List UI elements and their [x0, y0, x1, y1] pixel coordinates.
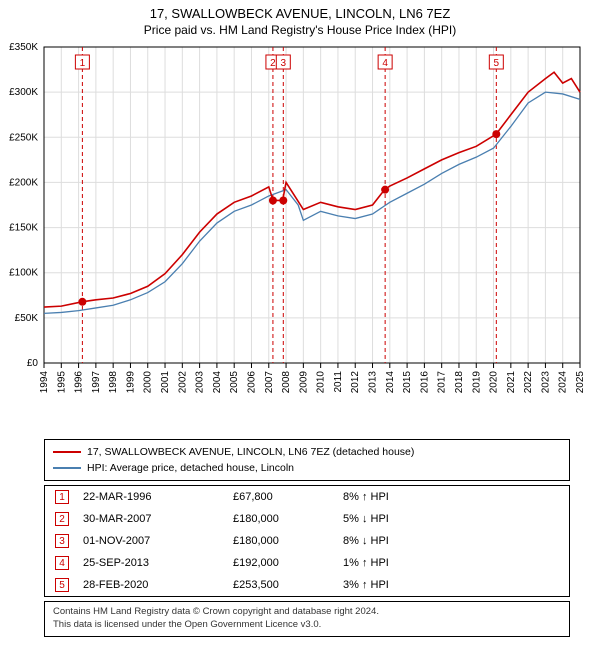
- chart-svg: £0 £50K £100K £150K £200K £250K £300K £350K 1994…: [0, 43, 600, 433]
- svg-text:2009: 2009: [298, 371, 309, 394]
- sale-price: £180,000: [233, 535, 343, 547]
- sale-date: 22-MAR-1996: [83, 491, 233, 503]
- legend-label: HPI: Average price, detached house, Linc…: [87, 462, 294, 474]
- legend-item: 17, SWALLOWBECK AVENUE, LINCOLN, LN6 7EZ…: [53, 444, 561, 460]
- footer-line-2: This data is licensed under the Open Gov…: [53, 619, 561, 632]
- sale-price: £192,000: [233, 557, 343, 569]
- svg-text:1996: 1996: [74, 371, 85, 394]
- sale-hpi-delta: 8% ↓ HPI: [343, 535, 443, 547]
- sale-date: 28-FEB-2020: [83, 579, 233, 591]
- svg-text:2008: 2008: [281, 371, 292, 394]
- sale-number-badge: 1: [55, 490, 69, 504]
- svg-text:2013: 2013: [368, 371, 379, 394]
- svg-text:2014: 2014: [385, 371, 396, 394]
- legend-label: 17, SWALLOWBECK AVENUE, LINCOLN, LN6 7EZ…: [87, 446, 414, 458]
- svg-text:£0: £0: [27, 358, 39, 369]
- svg-text:2: 2: [270, 58, 276, 69]
- table-row: 3 01-NOV-2007£180,0008% ↓ HPI: [45, 530, 569, 552]
- table-row: 1 22-MAR-1996£67,8008% ↑ HPI: [45, 486, 569, 508]
- svg-text:2018: 2018: [454, 371, 465, 394]
- sale-price: £67,800: [233, 491, 343, 503]
- svg-text:2021: 2021: [506, 371, 517, 394]
- svg-text:2011: 2011: [333, 371, 344, 393]
- svg-text:2001: 2001: [160, 371, 171, 394]
- sale-date: 30-MAR-2007: [83, 513, 233, 525]
- table-row: 5 28-FEB-2020£253,5003% ↑ HPI: [45, 574, 569, 596]
- svg-text:2020: 2020: [489, 371, 500, 394]
- sales-table: 122-MAR-1996£67,8008% ↑ HPI230-MAR-2007£…: [44, 485, 570, 597]
- sale-hpi-delta: 5% ↓ HPI: [343, 513, 443, 525]
- svg-text:2007: 2007: [264, 371, 275, 394]
- svg-text:£200K: £200K: [9, 177, 38, 188]
- svg-text:£50K: £50K: [15, 313, 39, 324]
- legend-swatch: [53, 467, 81, 469]
- svg-text:2003: 2003: [195, 371, 206, 394]
- svg-text:2002: 2002: [177, 371, 188, 394]
- svg-text:1994: 1994: [39, 371, 50, 394]
- svg-text:2016: 2016: [419, 371, 430, 394]
- svg-text:£350K: £350K: [9, 43, 38, 53]
- svg-text:£250K: £250K: [9, 132, 38, 143]
- svg-text:3: 3: [281, 58, 287, 69]
- svg-text:2012: 2012: [350, 371, 361, 394]
- chart-subtitle: Price paid vs. HM Land Registry's House …: [0, 21, 600, 43]
- sale-hpi-delta: 3% ↑ HPI: [343, 579, 443, 591]
- attribution-footer: Contains HM Land Registry data © Crown c…: [44, 601, 570, 637]
- svg-text:£100K: £100K: [9, 268, 38, 279]
- svg-text:2015: 2015: [402, 371, 413, 394]
- svg-text:5: 5: [494, 58, 500, 69]
- sale-number-badge: 5: [55, 578, 69, 592]
- sale-number-badge: 2: [55, 512, 69, 526]
- table-row: 2 30-MAR-2007£180,0005% ↓ HPI: [45, 508, 569, 530]
- svg-text:2000: 2000: [143, 371, 154, 394]
- svg-text:2023: 2023: [540, 371, 551, 394]
- svg-text:1: 1: [80, 58, 86, 69]
- legend: 17, SWALLOWBECK AVENUE, LINCOLN, LN6 7EZ…: [44, 439, 570, 481]
- svg-text:2005: 2005: [229, 371, 240, 394]
- svg-text:2022: 2022: [523, 371, 534, 394]
- svg-text:2025: 2025: [575, 371, 586, 394]
- svg-text:2004: 2004: [212, 371, 223, 394]
- svg-text:1995: 1995: [56, 371, 67, 394]
- svg-text:2024: 2024: [558, 371, 569, 394]
- sale-price: £180,000: [233, 513, 343, 525]
- svg-text:1998: 1998: [108, 371, 119, 394]
- sale-price: £253,500: [233, 579, 343, 591]
- svg-text:2006: 2006: [246, 371, 257, 394]
- sale-number-badge: 4: [55, 556, 69, 570]
- sale-date: 25-SEP-2013: [83, 557, 233, 569]
- chart-title: 17, SWALLOWBECK AVENUE, LINCOLN, LN6 7EZ: [0, 0, 600, 21]
- svg-text:2010: 2010: [316, 371, 327, 394]
- footer-line-1: Contains HM Land Registry data © Crown c…: [53, 606, 561, 619]
- legend-swatch: [53, 451, 81, 453]
- legend-item: HPI: Average price, detached house, Linc…: [53, 460, 561, 476]
- svg-text:1999: 1999: [125, 371, 136, 394]
- svg-text:4: 4: [382, 58, 388, 69]
- svg-text:1997: 1997: [91, 371, 102, 394]
- sale-date: 01-NOV-2007: [83, 535, 233, 547]
- chart-area: £0 £50K £100K £150K £200K £250K £300K £350K 1994…: [0, 43, 600, 433]
- sale-hpi-delta: 8% ↑ HPI: [343, 491, 443, 503]
- svg-text:2019: 2019: [471, 371, 482, 394]
- svg-text:£300K: £300K: [9, 87, 38, 98]
- table-row: 4 25-SEP-2013£192,0001% ↑ HPI: [45, 552, 569, 574]
- svg-text:£150K: £150K: [9, 223, 38, 234]
- sale-hpi-delta: 1% ↑ HPI: [343, 557, 443, 569]
- sale-number-badge: 3: [55, 534, 69, 548]
- svg-text:2017: 2017: [437, 371, 448, 394]
